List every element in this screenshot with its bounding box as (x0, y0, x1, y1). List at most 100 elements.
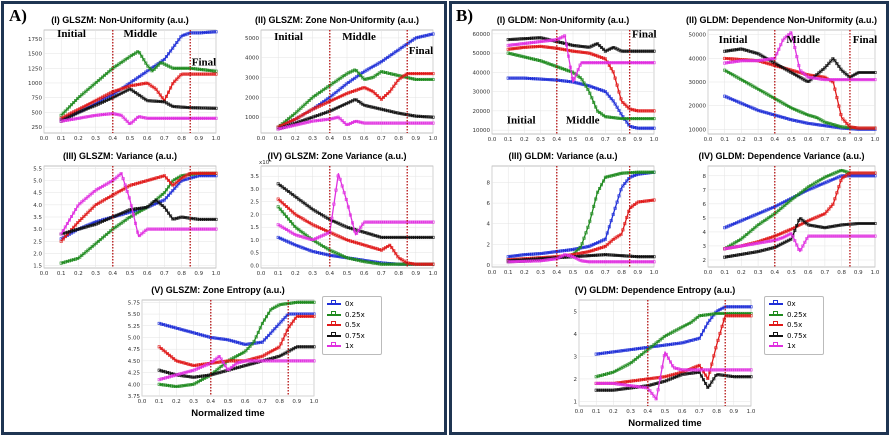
data-point (528, 252, 532, 256)
data-point (427, 262, 431, 266)
data-point (611, 260, 615, 264)
x-tick-label: 0.4 (108, 271, 117, 277)
data-point (863, 78, 867, 82)
data-point (410, 121, 414, 125)
data-point (172, 357, 176, 361)
data-point (839, 168, 843, 172)
data-point (839, 125, 843, 129)
data-point (797, 247, 801, 251)
data-point (152, 227, 156, 231)
data-point (757, 109, 761, 113)
data-point (334, 116, 338, 120)
data-point (165, 196, 169, 200)
data-point (303, 118, 307, 122)
data-point (512, 37, 516, 41)
data-point (791, 118, 795, 122)
data-point (529, 259, 533, 263)
data-point (191, 67, 195, 71)
data-point (745, 243, 749, 247)
data-point (669, 342, 673, 346)
data-point (318, 118, 322, 122)
data-point (386, 92, 390, 96)
data-point (799, 191, 803, 195)
data-point (392, 84, 396, 88)
x-tick-label: 0.2 (609, 409, 618, 415)
data-point (193, 171, 197, 175)
data-point (671, 373, 675, 377)
chart-gldm-dependence-non-uniformity: (II) GLDM: Dependence Non-Uniformity (a.… (684, 15, 880, 145)
data-point (656, 388, 660, 392)
data-point (576, 254, 580, 258)
data-point (733, 222, 737, 226)
data-point (526, 252, 530, 256)
data-point (67, 218, 71, 222)
data-point (171, 66, 175, 70)
data-point (163, 383, 167, 387)
data-point (811, 114, 815, 118)
data-point (833, 123, 837, 127)
data-point (240, 365, 244, 369)
data-point (208, 72, 212, 76)
data-point (553, 78, 557, 82)
data-point (666, 356, 670, 360)
data-point (596, 260, 600, 264)
data-point (346, 91, 350, 95)
data-point (318, 235, 322, 239)
data-point (706, 313, 710, 317)
data-point (855, 222, 859, 226)
data-point (723, 49, 727, 53)
data-point (86, 195, 90, 199)
data-point (769, 57, 773, 61)
data-point (600, 246, 604, 250)
data-point (80, 200, 84, 204)
data-point (357, 71, 361, 75)
data-point (291, 113, 295, 117)
data-point (303, 102, 307, 106)
data-point (827, 121, 831, 125)
data-point (586, 225, 590, 229)
data-point (334, 90, 338, 94)
data-point (841, 234, 845, 238)
data-point (823, 175, 827, 179)
data-point (188, 383, 192, 387)
data-point (181, 105, 185, 109)
data-point (286, 217, 290, 221)
data-point (638, 170, 642, 174)
data-point (379, 121, 383, 125)
data-point (167, 185, 171, 189)
data-point (559, 40, 563, 44)
data-point (565, 68, 569, 72)
data-point (221, 360, 225, 364)
data-point (365, 121, 369, 125)
data-point (635, 49, 639, 53)
data-point (745, 368, 749, 372)
data-point (857, 234, 861, 238)
data-point (193, 31, 197, 35)
data-point (88, 246, 92, 250)
data-point (408, 76, 412, 80)
data-point (664, 374, 668, 378)
data-point (514, 46, 518, 50)
data-point (157, 378, 161, 382)
phase-label: Initial (274, 31, 303, 43)
data-point (609, 115, 613, 119)
data-point (295, 244, 299, 248)
data-point (537, 252, 541, 256)
data-point (384, 262, 388, 266)
data-point (859, 234, 863, 238)
data-point (845, 73, 849, 77)
data-point (336, 89, 340, 93)
data-point (572, 77, 576, 81)
x-tick-label: 0.6 (804, 137, 813, 143)
data-point (642, 346, 646, 350)
data-point (248, 362, 252, 366)
y-tick-label: 1000 (245, 115, 259, 121)
data-point (74, 228, 78, 232)
data-point (563, 249, 567, 253)
data-point (429, 262, 433, 266)
data-point (365, 244, 369, 248)
data-point (404, 72, 408, 76)
data-point (603, 175, 607, 179)
data-point (747, 59, 751, 63)
data-point (652, 382, 656, 386)
